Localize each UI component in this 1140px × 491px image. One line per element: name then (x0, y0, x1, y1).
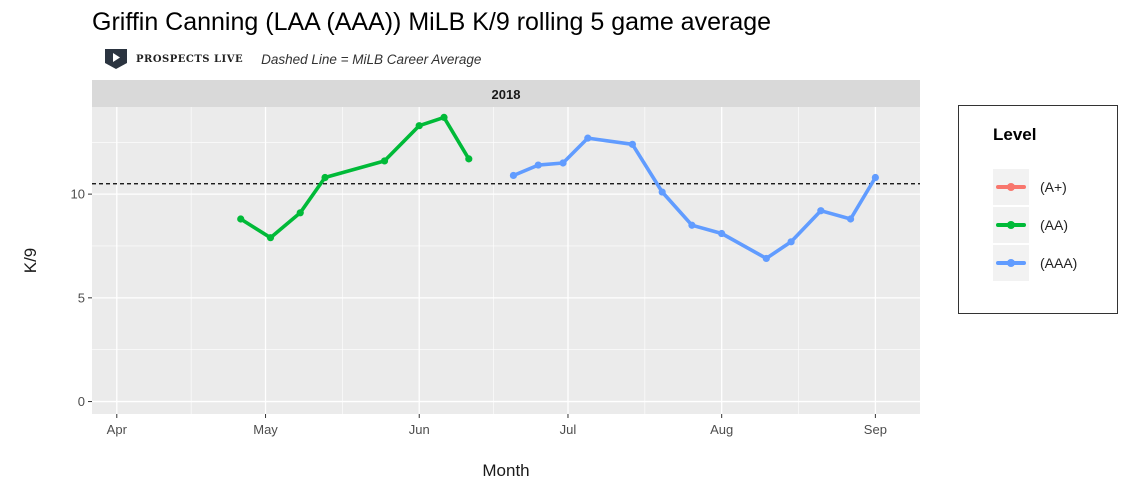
data-point (380, 157, 389, 165)
data-point (266, 234, 275, 242)
x-tick-label: Jun (409, 422, 430, 437)
x-tick-label: May (253, 422, 278, 437)
data-point (296, 209, 304, 217)
legend-item-a-plus: (A+) (993, 169, 1113, 205)
brand-bar: PROSPECTS LIVE Dashed Line = MiLB Career… (104, 48, 481, 70)
legend-key-a-plus (993, 169, 1029, 205)
legend-key-aa (993, 207, 1029, 243)
data-point (628, 140, 637, 148)
data-point (718, 229, 726, 238)
data-point (321, 173, 329, 182)
data-point (787, 238, 795, 246)
legend-title: Level (993, 125, 1037, 144)
x-axis-title: Month (482, 461, 529, 480)
data-point (509, 171, 518, 180)
chart-title: Griffin Canning (LAA (AAA)) MiLB K/9 rol… (92, 8, 772, 36)
data-point (415, 122, 423, 130)
legend-item-aaa: (AAA) (993, 245, 1113, 281)
data-point (534, 161, 542, 169)
x-tick-label: Jul (560, 422, 577, 437)
legend-item-aa: (AA) (993, 207, 1113, 243)
data-point (559, 159, 567, 167)
data-point (658, 188, 666, 196)
data-point (440, 113, 448, 121)
legend-label: (AAA) (1040, 255, 1078, 271)
y-tick-label: 10 (71, 187, 85, 202)
data-point (871, 173, 879, 182)
legend-label: (AA) (1040, 217, 1068, 233)
x-tick-label: Apr (107, 422, 128, 437)
legend-key-aaa (993, 245, 1029, 281)
data-point (817, 207, 825, 215)
data-point (846, 215, 855, 223)
series-line-aa (238, 115, 471, 240)
data-point (762, 254, 770, 263)
y-axis-title: K/9 (21, 248, 40, 274)
x-tick-label: Aug (710, 422, 733, 437)
facet-label: 2018 (492, 87, 521, 102)
brand-name: PROSPECTS LIVE (136, 53, 244, 65)
series-aaa (509, 134, 879, 263)
data-point (688, 221, 696, 229)
data-point (584, 134, 592, 142)
data-point (237, 215, 245, 223)
data-point (465, 155, 473, 163)
plot-panel (92, 107, 920, 414)
legend-label: (A+) (1040, 179, 1067, 195)
y-tick-label: 0 (78, 394, 85, 409)
career-average-note: Dashed Line = MiLB Career Average (261, 51, 482, 67)
play-shield-icon (105, 49, 127, 69)
series-aa (237, 113, 473, 242)
gridlines (92, 107, 920, 414)
facet-strip (92, 80, 920, 107)
y-tick-label: 5 (78, 290, 85, 305)
legend: Level (A+) (AA) (AAA) (958, 105, 1118, 314)
x-tick-label: Sep (864, 422, 887, 437)
